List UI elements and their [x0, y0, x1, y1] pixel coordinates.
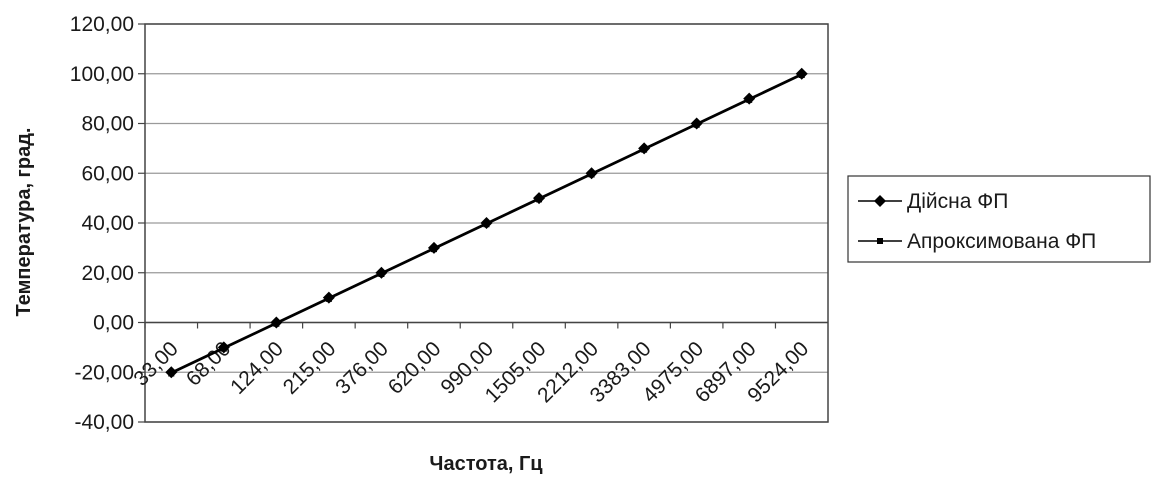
- data-point-square: [220, 345, 227, 352]
- y-tick-label: 20,00: [81, 262, 134, 285]
- data-point-square: [693, 121, 700, 128]
- data-point-square: [798, 71, 805, 78]
- y-tick-label: 40,00: [81, 212, 134, 235]
- data-point-square: [746, 96, 753, 103]
- y-tick-label: 60,00: [81, 162, 134, 185]
- x-tick-label: 215,00: [279, 337, 341, 399]
- y-tick-label: -40,00: [74, 411, 134, 434]
- y-tick-label: 100,00: [70, 63, 134, 86]
- data-point-square: [273, 320, 280, 327]
- data-point-square: [168, 370, 175, 377]
- data-point-square: [378, 270, 385, 277]
- diamond-marker-icon: [874, 195, 886, 207]
- x-axis-ticks: 33,00 68,00124,00215,00376,00620,00990,00…: [129, 321, 828, 407]
- legend-item-series-1: Дійсна ФП: [858, 190, 1008, 213]
- data-point-square: [430, 246, 437, 253]
- legend-label-series-2: Апроксимована ФП: [907, 230, 1096, 253]
- series-layer: [165, 67, 808, 379]
- legend-label-series-1: Дійсна ФП: [907, 190, 1008, 213]
- legend-item-series-2: Апроксимована ФП: [858, 230, 1096, 253]
- square-marker-icon: [877, 238, 883, 244]
- x-tick-label: 620,00: [384, 337, 446, 399]
- x-tick-label: 124,00: [226, 337, 288, 399]
- legend-box: [847, 175, 1151, 263]
- data-point-square: [483, 221, 490, 228]
- data-point-square: [641, 146, 648, 153]
- x-tick-label: 376,00: [331, 337, 393, 399]
- data-point-square: [588, 171, 595, 178]
- x-axis-title: Частота, Гц: [429, 453, 543, 475]
- x-tick-label: 33,00: [129, 337, 182, 390]
- y-tick-label: 80,00: [81, 113, 134, 136]
- y-tick-label: 0,00: [93, 312, 134, 335]
- y-axis-ticks: -40,00 -20,00 0,00 20,00 40,00 60,00 80,00 100,…: [70, 13, 145, 434]
- data-point-square: [325, 295, 332, 302]
- y-tick-label: 120,00: [70, 13, 134, 36]
- data-point-square: [536, 196, 543, 203]
- legend: Дійсна ФП Апроксимована ФП: [847, 175, 1151, 263]
- y-tick-label: -20,00: [74, 361, 134, 384]
- y-axis-title: Температура, град.: [13, 128, 35, 317]
